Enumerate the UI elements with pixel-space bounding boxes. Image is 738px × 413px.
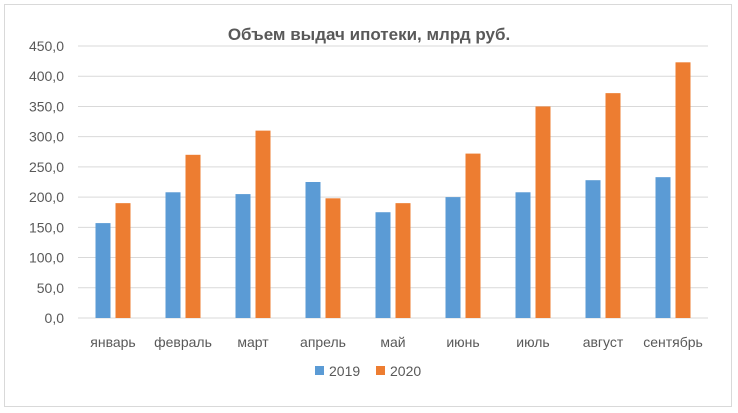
bar-2020-июль	[535, 106, 551, 318]
x-tick-label: май	[380, 334, 405, 350]
y-tick-label: 50,0	[37, 280, 64, 296]
bar-2019-июнь	[445, 197, 461, 318]
y-tick-label: 250,0	[29, 159, 64, 175]
y-tick-label: 300,0	[29, 129, 64, 145]
y-tick-label: 400,0	[29, 68, 64, 84]
x-tick-label: август	[583, 334, 624, 350]
x-axis-tick-labels: январь февраль март апрель май июнь июль август…	[90, 334, 703, 350]
bars	[95, 62, 691, 318]
x-tick-label: март	[237, 334, 269, 350]
x-tick-label: февраль	[154, 334, 212, 350]
bar-2020-сентябрь	[675, 62, 691, 318]
bar-2020-июнь	[465, 153, 481, 318]
x-tick-label: апрель	[300, 334, 346, 350]
bar-2020-август	[605, 93, 621, 318]
y-tick-label: 150,0	[29, 219, 64, 235]
legend-swatch-2020	[376, 366, 385, 375]
bar-2019-апрель	[305, 182, 321, 318]
bar-2019-август	[585, 180, 601, 318]
y-axis-tick-labels: 0,0 50,0 100,0 150,0 200,0 250,0 300,0 350,0 400…	[29, 38, 64, 326]
y-tick-label: 350,0	[29, 98, 64, 114]
bar-2019-март	[235, 194, 251, 318]
bar-2020-январь	[115, 203, 131, 318]
x-tick-label: июль	[516, 334, 549, 350]
y-tick-label: 450,0	[29, 38, 64, 54]
bar-2020-апрель	[325, 198, 341, 318]
bar-2020-май	[395, 203, 411, 318]
bar-2019-январь	[95, 223, 111, 318]
bar-2019-сентябрь	[655, 177, 671, 318]
bar-2020-март	[255, 130, 271, 318]
legend-label-2020: 2020	[390, 363, 421, 379]
grid-lines	[78, 45, 708, 319]
bar-2020-февраль	[185, 154, 201, 318]
legend-swatch-2019	[315, 366, 324, 375]
y-tick-label: 0,0	[45, 310, 65, 326]
x-tick-label: сентябрь	[643, 334, 703, 350]
x-tick-label: июнь	[446, 334, 479, 350]
bar-2019-февраль	[165, 192, 181, 318]
bar-2019-июль	[515, 192, 531, 318]
bar-2019-май	[375, 212, 391, 318]
legend: 2019 2020	[315, 363, 421, 379]
legend-label-2019: 2019	[329, 363, 360, 379]
y-tick-label: 200,0	[29, 189, 64, 205]
chart-title: Объем выдач ипотеки, млрд руб.	[228, 25, 510, 44]
x-tick-label: январь	[90, 334, 135, 350]
y-tick-label: 100,0	[29, 250, 64, 266]
